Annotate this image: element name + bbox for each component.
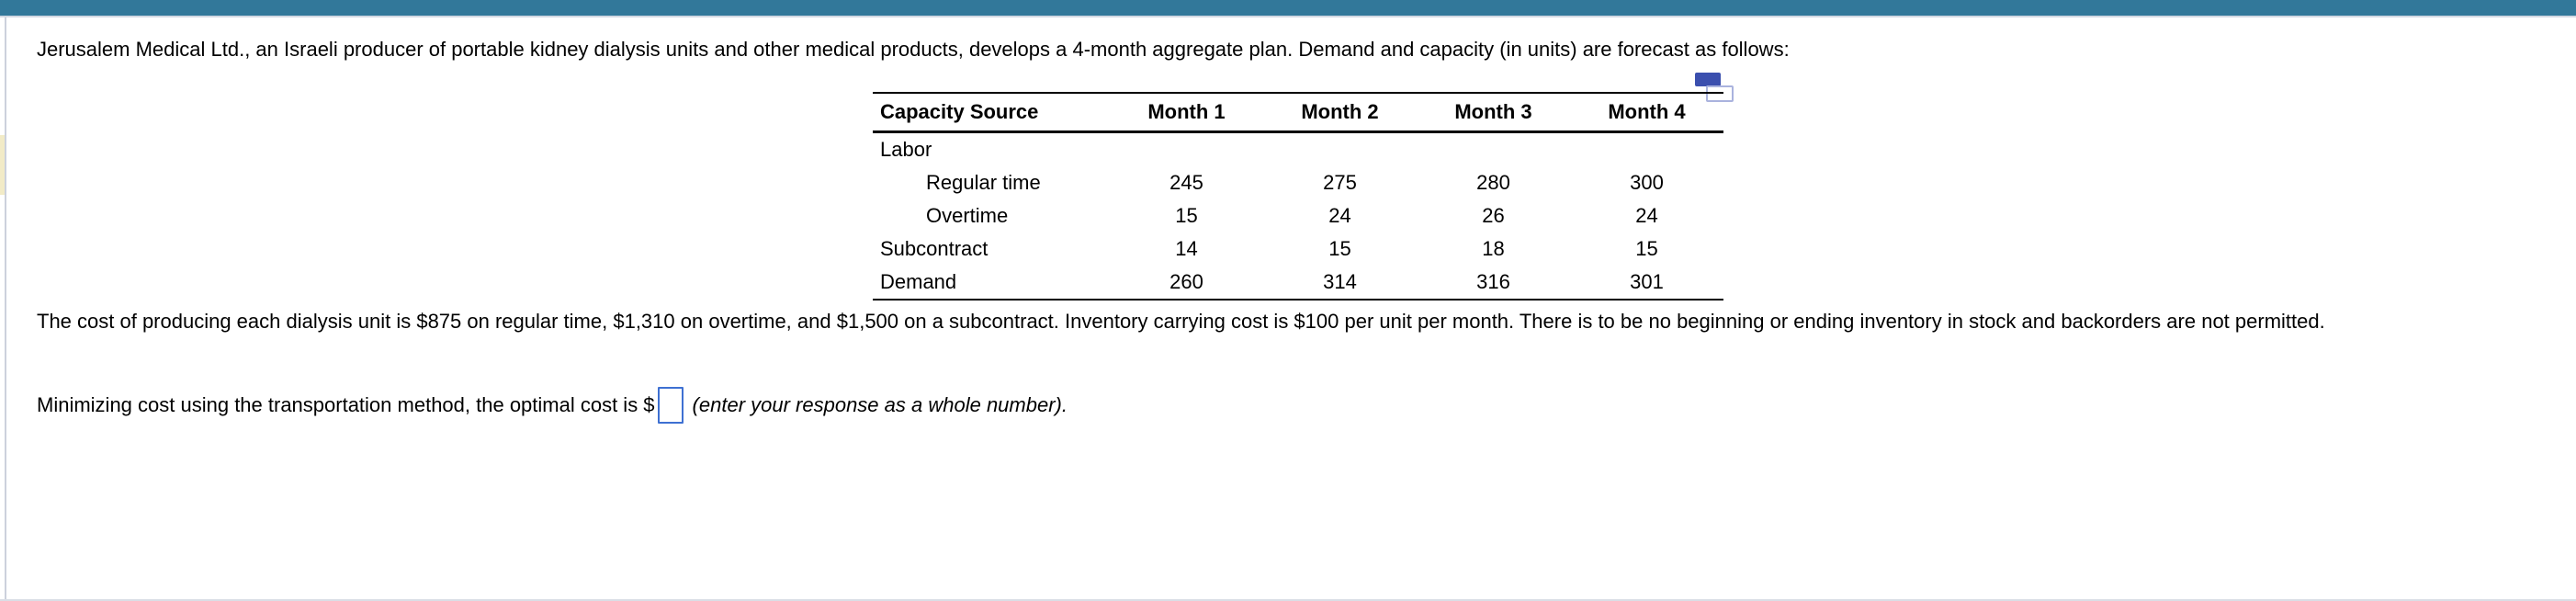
table-cell: 316 [1476,270,1510,293]
table-cell: 301 [1630,270,1664,293]
table-cell: 15 [1635,237,1658,260]
row-label: Overtime [926,204,1009,227]
answer-input[interactable] [657,387,684,424]
left-highlight-strip [0,135,5,195]
table-row-regular-time: Regular time 245 275 280 300 [873,166,1723,199]
table-row-overtime: Overtime 15 24 26 24 [873,199,1723,232]
table-cell [1263,132,1417,167]
table-cell: 314 [1323,270,1357,293]
problem-intro-text: Jerusalem Medical Ltd., an Israeli produ… [37,38,1790,61]
header-month-2: Month 2 [1301,100,1379,123]
table-cell [1570,132,1723,167]
row-label: Subcontract [880,237,989,260]
question-line: Minimizing cost using the transportation… [37,385,2552,425]
table-cell: 260 [1169,270,1203,293]
header-capacity-source: Capacity Source [880,100,1039,123]
table-cell: 24 [1328,204,1351,227]
capacity-table: Capacity Source Month 1 Month 2 Month 3 … [873,92,1723,300]
table-cell [1110,132,1263,167]
header-month-4: Month 4 [1608,100,1686,123]
header-month-3: Month 3 [1454,100,1532,123]
table-cell: 15 [1175,204,1198,227]
question-prefix-text: Minimizing cost using the transportation… [37,393,655,416]
table-cell: 24 [1635,204,1658,227]
table-cell: 14 [1175,237,1198,260]
table-cell: 275 [1323,171,1357,194]
table-cell: 15 [1328,237,1351,260]
table-cell [1417,132,1570,167]
cost-paragraph: The cost of producing each dialysis unit… [37,310,2325,333]
table-row-demand: Demand 260 314 316 301 [873,266,1723,300]
header-month-1: Month 1 [1147,100,1226,123]
table-cell: 300 [1630,171,1664,194]
row-label: Demand [880,270,957,293]
content-left-border [5,17,6,599]
table-cell: 280 [1476,171,1510,194]
table-cell: 26 [1482,204,1505,227]
copy-icon[interactable] [1695,73,1734,102]
question-suffix-text: (enter your response as a whole number). [692,393,1068,416]
copy-icon-front-square [1706,85,1734,102]
copy-icon-back-square [1695,73,1721,86]
content-bottom-border [0,599,2576,601]
row-label: Regular time [926,171,1041,194]
table-row-subcontract: Subcontract 14 15 18 15 [873,232,1723,266]
row-label: Labor [880,138,932,161]
table-cell: 245 [1169,171,1203,194]
top-bar [0,0,2576,17]
table-cell: 18 [1482,237,1505,260]
table-row-labor: Labor [873,132,1723,167]
table-header-row: Capacity Source Month 1 Month 2 Month 3 … [873,93,1723,132]
